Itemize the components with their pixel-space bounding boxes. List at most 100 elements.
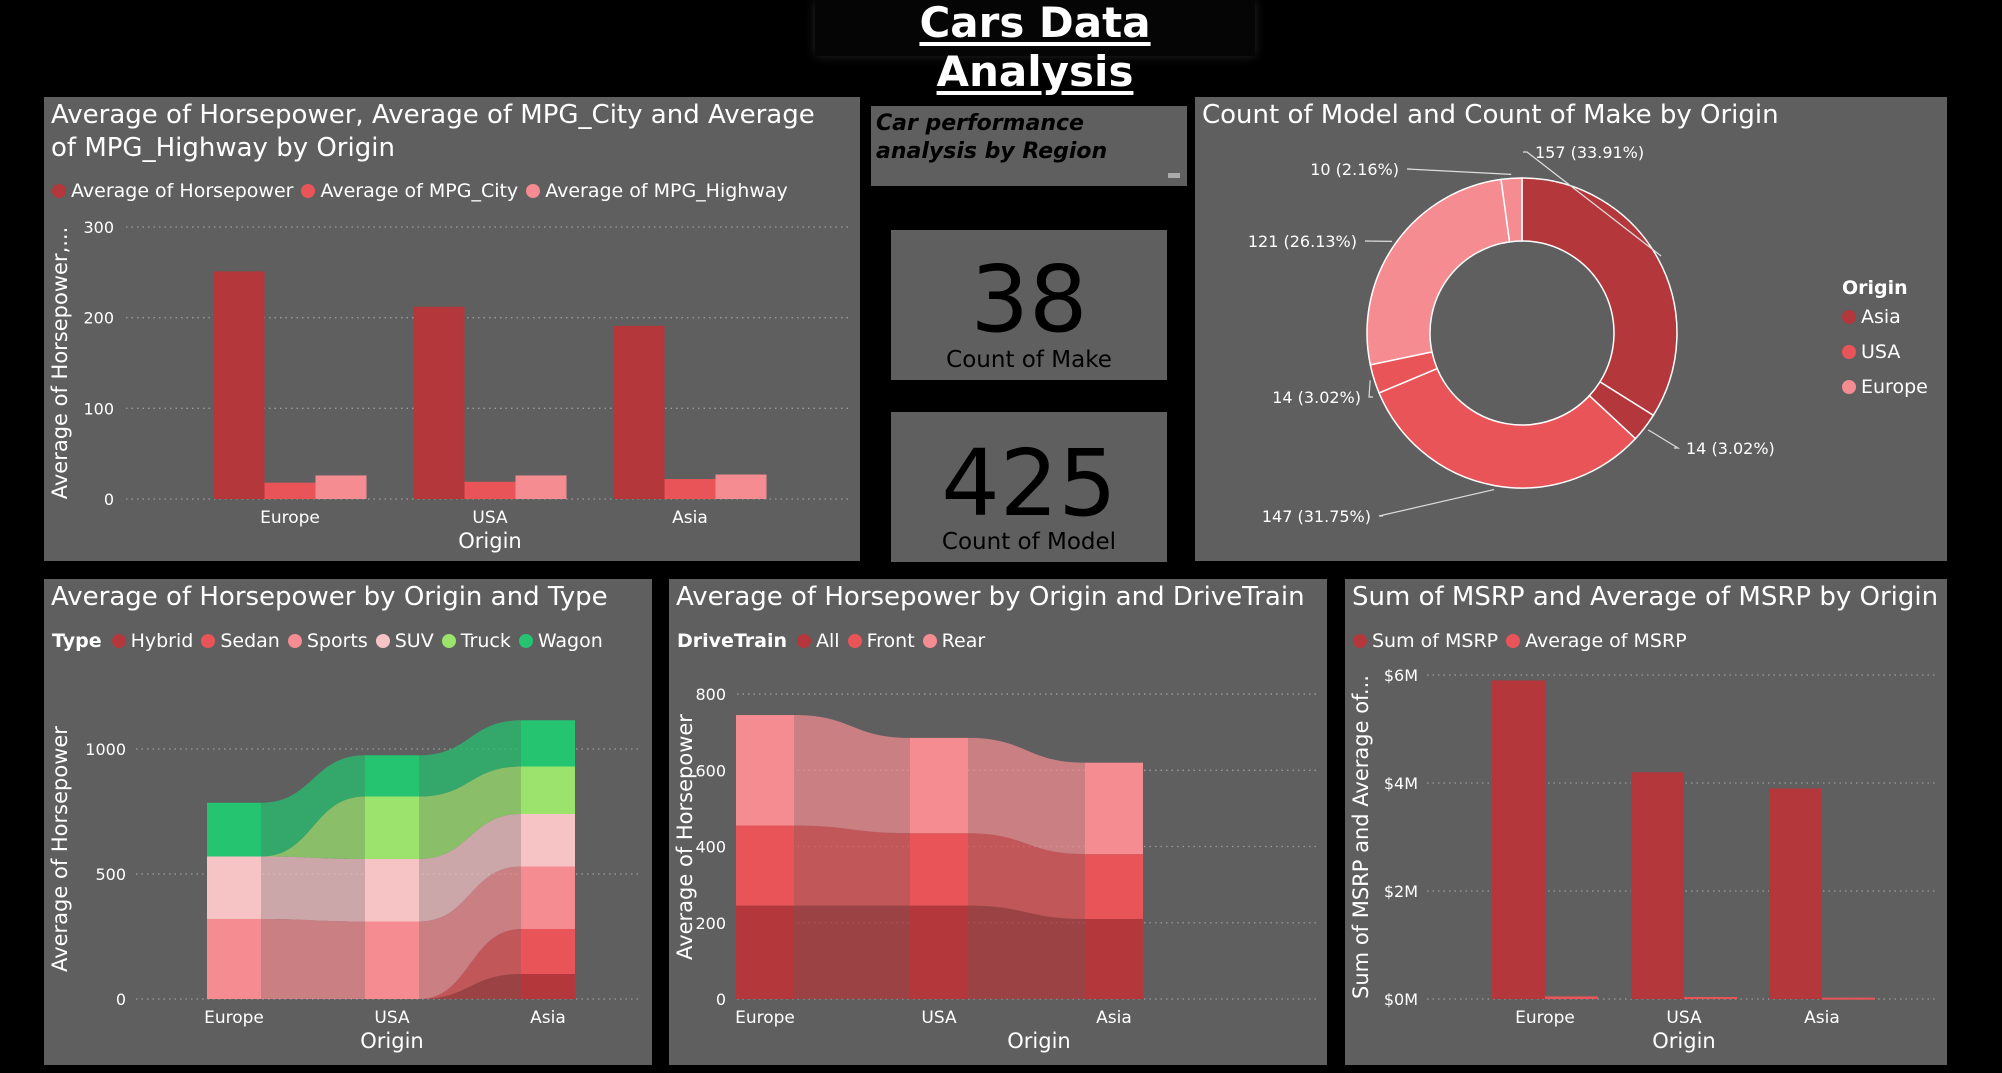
legend-dot bbox=[52, 184, 66, 198]
slice-label: 10 (2.16%) bbox=[1310, 160, 1399, 179]
y-tick-label: 100 bbox=[83, 399, 114, 418]
stacked-segment bbox=[521, 866, 575, 929]
legend-label: Front bbox=[866, 630, 915, 652]
legend-label: Wagon bbox=[537, 630, 603, 652]
minimize-icon bbox=[1168, 173, 1180, 178]
slice-label: 157 (33.91%) bbox=[1535, 143, 1644, 162]
stacked-segment bbox=[207, 919, 261, 999]
x-tick-label: Asia bbox=[672, 508, 708, 528]
legend-title: Origin bbox=[1842, 277, 1908, 299]
legend-label: Average of MSRP bbox=[1525, 630, 1687, 652]
stacked-segment bbox=[521, 929, 575, 974]
donut-slice bbox=[1500, 177, 1523, 243]
chart-title: Average of Horsepower by Origin and Type bbox=[51, 582, 608, 612]
x-axis-title: Origin bbox=[360, 1029, 423, 1053]
title-backdrop bbox=[815, 0, 1255, 56]
count-model-value: 425 bbox=[941, 430, 1117, 537]
chart-legend[interactable]: Average of Horsepower Average of MPG_Cit… bbox=[52, 180, 796, 202]
bar bbox=[213, 271, 265, 499]
donut-chart-panel[interactable]: Count of Model and Count of Make by Orig… bbox=[1195, 97, 1947, 561]
bar bbox=[1631, 772, 1684, 999]
hp-drivetrain-chart-panel[interactable]: Average of Horsepower by Origin and Driv… bbox=[669, 579, 1327, 1065]
bar bbox=[1545, 996, 1598, 999]
chart-legend[interactable]: DriveTrain All Front Rear bbox=[677, 630, 993, 652]
ribbon bbox=[261, 755, 365, 857]
stacked-segment bbox=[365, 921, 419, 999]
hp-mpg-chart-panel[interactable]: Average of Horsepower, Average of MPG_Ci… bbox=[44, 97, 860, 561]
y-tick-label: 0 bbox=[104, 490, 114, 509]
legend-dot bbox=[201, 634, 216, 648]
stacked-segment bbox=[207, 802, 261, 857]
legend-label: Sedan bbox=[220, 630, 280, 652]
chart-title: Average of Horsepower, Average of MPG_Ci… bbox=[51, 100, 815, 163]
stacked-segment bbox=[365, 755, 419, 797]
stacked-segment bbox=[910, 737, 968, 834]
y-axis-title: Average of Horsepower bbox=[48, 726, 72, 972]
bar bbox=[664, 479, 716, 499]
y-tick-label: 500 bbox=[95, 865, 126, 884]
page-title: Cars Data Analysis bbox=[919, 0, 1151, 96]
y-tick-label: 1000 bbox=[85, 740, 126, 759]
legend-dot bbox=[1842, 345, 1856, 359]
x-tick-label: Europe bbox=[204, 1008, 264, 1028]
bar bbox=[264, 482, 316, 499]
stacked-segment bbox=[521, 766, 575, 814]
ribbon bbox=[419, 720, 521, 797]
legend-dot bbox=[287, 634, 302, 648]
stacked-segment bbox=[1085, 854, 1143, 919]
legend-label: SUV bbox=[394, 630, 434, 652]
hp-type-chart-panel[interactable]: Average of Horsepower by Origin and Type… bbox=[44, 579, 652, 1065]
chart-canvas: $0M $2M $4M $6M Europe USA Asia Origin Sum of MS… bbox=[1349, 666, 1937, 1053]
chart-title: Average of Horsepower by Origin and Driv… bbox=[676, 582, 1305, 612]
legend-label: Rear bbox=[941, 630, 986, 652]
bar bbox=[515, 475, 567, 499]
x-tick-label: Asia bbox=[530, 1008, 566, 1028]
count-model-label: Count of Model bbox=[941, 529, 1117, 555]
ribbon bbox=[794, 825, 910, 906]
donut-legend[interactable]: Origin Asia USA Europe bbox=[1842, 277, 1936, 398]
ribbon bbox=[794, 905, 910, 999]
legend-dot bbox=[847, 634, 862, 648]
ribbon bbox=[261, 856, 365, 922]
slice-label: 14 (3.02%) bbox=[1272, 388, 1361, 407]
x-tick-label: USA bbox=[921, 1008, 957, 1028]
x-tick-label: USA bbox=[472, 508, 508, 528]
y-axis-title: Average of Horsepower,... bbox=[48, 227, 72, 500]
chart-canvas: 0 200 400 600 800 Europe USA Asia Origin Average … bbox=[673, 685, 1317, 1053]
donut-slice bbox=[1378, 367, 1637, 489]
bar bbox=[1684, 997, 1737, 1000]
legend-label: Europe bbox=[1861, 376, 1928, 398]
ribbon bbox=[261, 919, 365, 999]
chart-canvas: 0 100 200 300 Europe USA Asia Origin Average of … bbox=[48, 218, 852, 553]
chart-title: Sum of MSRP and Average of MSRP by Origi… bbox=[1352, 582, 1939, 612]
legend-dot bbox=[526, 184, 541, 198]
legend-label: Average of MPG_Highway bbox=[545, 180, 788, 202]
ribbon bbox=[794, 715, 910, 834]
donut-slice bbox=[1366, 178, 1511, 366]
bar bbox=[1492, 680, 1545, 999]
y-tick-label: 0 bbox=[116, 990, 126, 1009]
legend-dot bbox=[1353, 634, 1367, 648]
donut-slice bbox=[1521, 177, 1678, 417]
y-tick-label: 200 bbox=[695, 914, 726, 933]
ribbon bbox=[968, 905, 1085, 999]
x-tick-label: USA bbox=[374, 1008, 410, 1028]
stacked-segment bbox=[207, 856, 261, 919]
x-tick-label: USA bbox=[1666, 1008, 1702, 1028]
slice-label: 14 (3.02%) bbox=[1686, 439, 1775, 458]
stacked-segment bbox=[365, 796, 419, 859]
leader-line bbox=[1368, 380, 1373, 398]
legend-dot bbox=[518, 634, 533, 648]
bar bbox=[315, 475, 367, 499]
msrp-chart-panel[interactable]: Sum of MSRP and Average of MSRP by Origi… bbox=[1345, 579, 1947, 1065]
x-axis-title: Origin bbox=[1652, 1029, 1715, 1053]
leader-line bbox=[1523, 151, 1662, 257]
chart-legend[interactable]: Type Hybrid Sedan Sports SUV Truck Wagon bbox=[52, 630, 611, 652]
legend-label: Average of MPG_City bbox=[320, 180, 519, 202]
leader-line bbox=[1647, 429, 1681, 449]
chart-legend[interactable]: Sum of MSRP Average of MSRP bbox=[1353, 630, 1695, 652]
ribbon bbox=[968, 833, 1085, 919]
stacked-segment bbox=[736, 905, 794, 999]
x-tick-label: Europe bbox=[735, 1008, 795, 1028]
legend-dot bbox=[1506, 634, 1521, 648]
